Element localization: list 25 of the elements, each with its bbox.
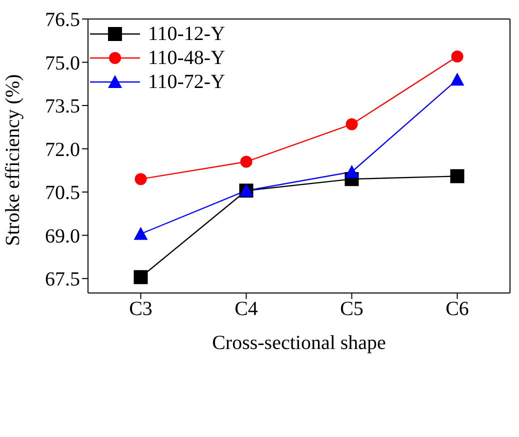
legend-label: 110-72-Y [148,70,226,94]
point [240,156,252,168]
point [134,173,147,186]
y-tick-label: 76.5 [45,9,80,32]
point [134,226,148,240]
y-tick-label: 75.0 [45,52,80,74]
point [134,270,148,284]
legend-label: 110-48-Y [148,46,226,70]
y-tick-label: 73.5 [45,96,80,118]
legend-label: 110-12-Y [148,22,226,46]
x-tick-label: C3 [129,298,152,320]
y-tick-label: 67.5 [45,268,80,291]
x-tick-label: C5 [340,298,364,320]
y-axis-title: Stroke efficiency (%) [2,74,24,246]
y-tick-label: 69.0 [45,225,80,248]
point [346,118,358,130]
point [450,72,464,86]
x-tick-label: C4 [234,298,258,320]
y-tick-label: 72.0 [45,138,80,161]
point [344,164,359,178]
x-axis-title: Cross-sectional shape [212,332,386,354]
x-tick-label: C6 [446,298,469,320]
y-tick-label: 70.5 [45,182,80,204]
point [451,50,464,62]
point [450,169,464,184]
